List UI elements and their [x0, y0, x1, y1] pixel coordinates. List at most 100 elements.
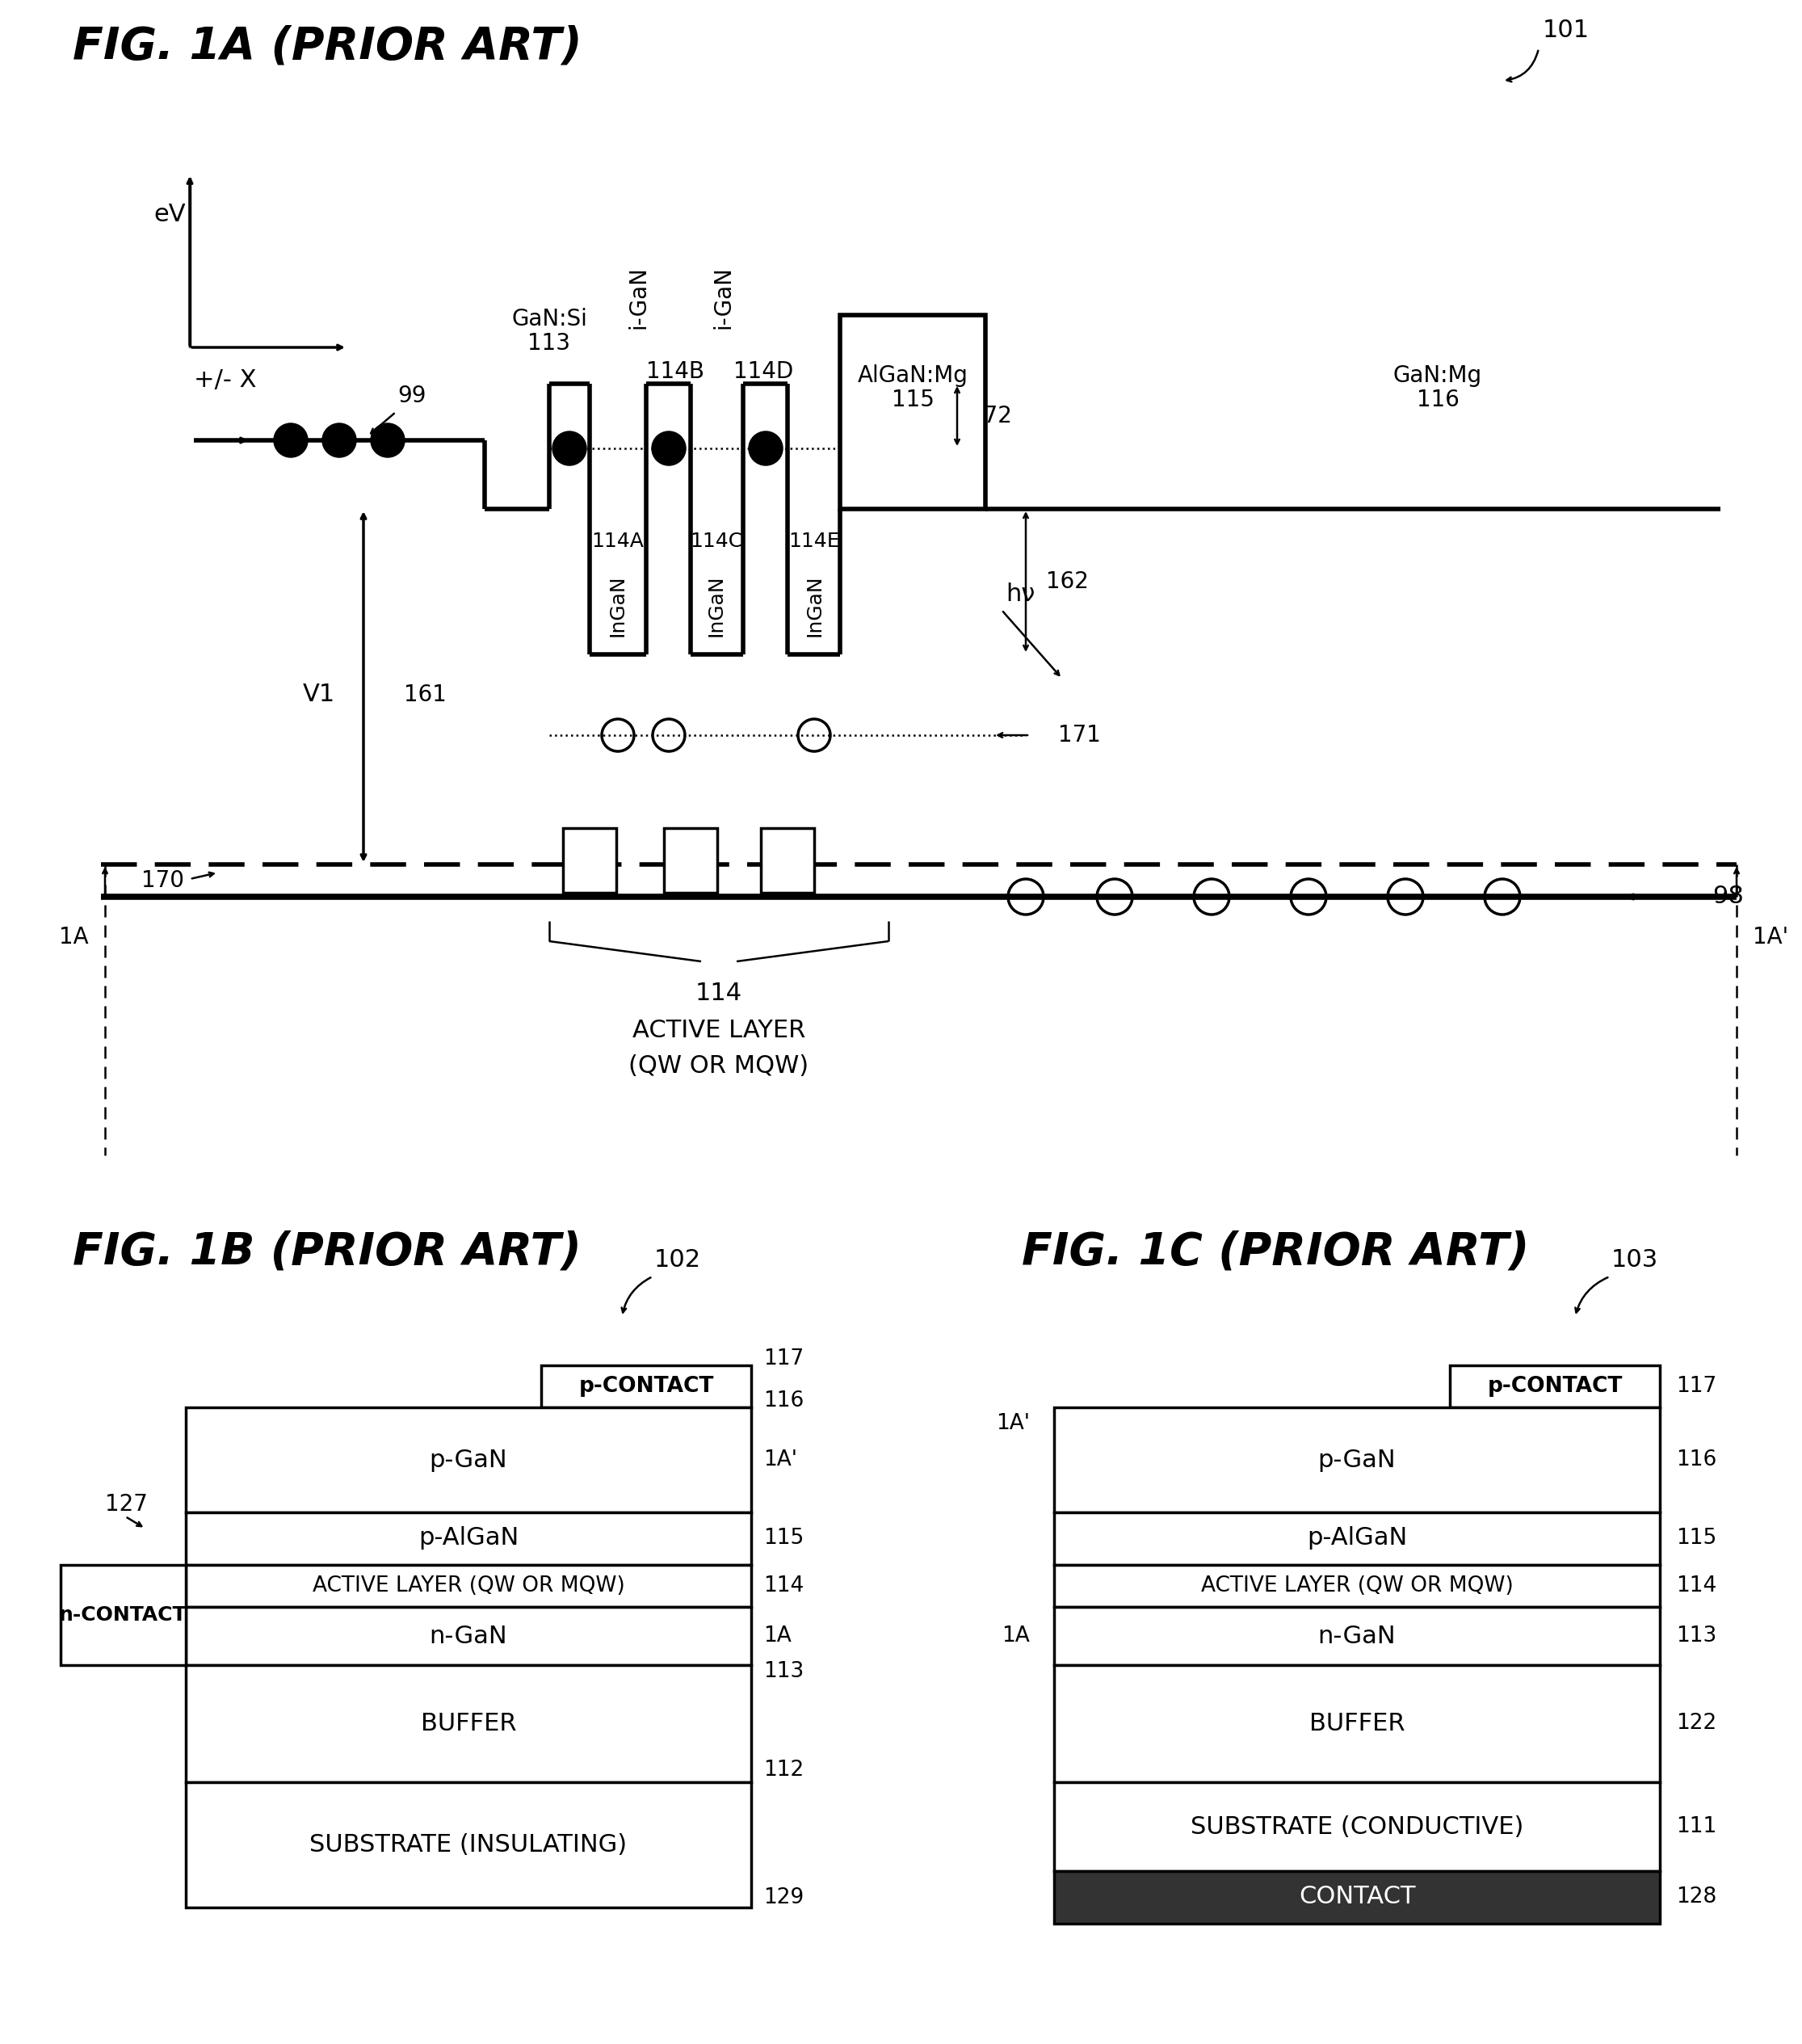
Text: p-CONTACT: p-CONTACT [578, 1376, 714, 1396]
Text: FIG. 1B (PRIOR ART): FIG. 1B (PRIOR ART) [72, 1230, 582, 1273]
Text: 114: 114 [696, 981, 742, 1006]
Text: 114A: 114A [591, 531, 643, 552]
Circle shape [652, 431, 685, 464]
Text: p-GaN: p-GaN [429, 1447, 508, 1472]
Text: 115: 115 [764, 1527, 804, 1549]
Text: 1A': 1A' [1753, 926, 1788, 948]
Bar [61, 1566, 186, 1666]
Text: 114: 114 [764, 1576, 804, 1596]
Text: 170: 170 [141, 869, 184, 891]
Text: 127: 127 [105, 1492, 148, 1517]
Bar [186, 1666, 751, 1782]
Circle shape [553, 431, 586, 464]
Text: 117: 117 [1676, 1376, 1717, 1396]
Text: AlGaN:Mg: AlGaN:Mg [858, 364, 968, 386]
Bar [186, 1782, 751, 1907]
Text: i-GaN: i-GaN [627, 266, 649, 329]
Bar [663, 828, 717, 893]
Bar [1054, 1782, 1660, 1870]
Bar [1054, 1870, 1660, 1923]
Text: 102: 102 [654, 1249, 701, 1271]
Text: GaN:Si: GaN:Si [512, 309, 587, 331]
Text: 111: 111 [1676, 1817, 1717, 1838]
Text: FIG. 1C (PRIOR ART): FIG. 1C (PRIOR ART) [1022, 1230, 1530, 1273]
Text: n-GaN: n-GaN [429, 1625, 508, 1647]
Text: 98: 98 [1712, 885, 1744, 908]
Text: 115: 115 [892, 388, 933, 411]
Text: 114E: 114E [789, 531, 840, 552]
Circle shape [371, 425, 404, 456]
Text: 114: 114 [1676, 1576, 1717, 1596]
Text: 99: 99 [398, 384, 427, 407]
Text: SUBSTRATE (INSULATING): SUBSTRATE (INSULATING) [310, 1833, 627, 1856]
Text: 1A: 1A [1002, 1625, 1029, 1647]
Bar [1054, 1607, 1660, 1666]
Text: 114D: 114D [733, 360, 793, 382]
Circle shape [274, 425, 306, 456]
Text: 114C: 114C [690, 531, 742, 552]
Bar [1054, 1566, 1660, 1607]
Text: 172: 172 [969, 405, 1013, 427]
Text: eV: eV [153, 202, 186, 225]
Text: 1A: 1A [59, 926, 88, 948]
Text: BUFFER: BUFFER [1308, 1711, 1406, 1735]
Text: p-GaN: p-GaN [1317, 1447, 1397, 1472]
Text: +/- X: +/- X [195, 368, 256, 392]
Bar [1054, 1513, 1660, 1566]
Text: 103: 103 [1611, 1249, 1658, 1271]
Text: 1A: 1A [764, 1625, 791, 1647]
Text: ACTIVE LAYER: ACTIVE LAYER [633, 1018, 805, 1042]
Text: 122: 122 [1676, 1713, 1717, 1733]
Bar [1054, 1408, 1660, 1513]
Text: SUBSTRATE (CONDUCTIVE): SUBSTRATE (CONDUCTIVE) [1191, 1815, 1523, 1838]
Circle shape [323, 425, 355, 456]
Text: 113: 113 [1676, 1625, 1717, 1647]
Bar [186, 1513, 751, 1566]
Text: n-GaN: n-GaN [1317, 1625, 1397, 1647]
Text: i-GaN: i-GaN [712, 266, 733, 329]
Text: n-CONTACT: n-CONTACT [59, 1605, 187, 1625]
Bar [840, 315, 986, 509]
Text: 116: 116 [1416, 388, 1460, 411]
Text: 1A': 1A' [997, 1412, 1029, 1435]
Text: 161: 161 [404, 683, 447, 705]
Text: ACTIVE LAYER (QW OR MQW): ACTIVE LAYER (QW OR MQW) [1200, 1576, 1514, 1596]
Text: 101: 101 [1543, 18, 1589, 43]
Bar [1054, 1666, 1660, 1782]
Text: InGaN: InGaN [609, 574, 627, 638]
Text: 115: 115 [1676, 1527, 1717, 1549]
Text: GaN:Mg: GaN:Mg [1393, 364, 1483, 386]
Text: V1: V1 [303, 683, 335, 707]
Text: p-AlGaN: p-AlGaN [1306, 1527, 1407, 1549]
Text: ACTIVE LAYER (QW OR MQW): ACTIVE LAYER (QW OR MQW) [312, 1576, 625, 1596]
Text: 117: 117 [764, 1349, 804, 1369]
Text: 162: 162 [1045, 570, 1088, 593]
Text: p-AlGaN: p-AlGaN [418, 1527, 519, 1549]
Circle shape [750, 431, 782, 464]
Bar [186, 1408, 751, 1513]
Text: 113: 113 [528, 331, 571, 356]
Text: 116: 116 [1676, 1449, 1717, 1470]
Bar [1451, 1365, 1660, 1408]
Bar [186, 1566, 751, 1607]
Text: hν: hν [1006, 583, 1034, 605]
Text: 114B: 114B [647, 360, 705, 382]
Text: CONTACT: CONTACT [1299, 1885, 1415, 1909]
Text: BUFFER: BUFFER [420, 1711, 517, 1735]
Text: InGaN: InGaN [804, 574, 824, 638]
Text: p-CONTACT: p-CONTACT [1487, 1376, 1622, 1396]
Bar [186, 1607, 751, 1666]
Text: 171: 171 [1058, 724, 1101, 746]
Text: 116: 116 [764, 1390, 804, 1412]
Bar [562, 828, 616, 893]
Bar [541, 1365, 751, 1408]
Text: InGaN: InGaN [706, 574, 726, 638]
Text: 1A': 1A' [764, 1449, 796, 1470]
Text: 113: 113 [764, 1662, 804, 1682]
Text: 128: 128 [1676, 1887, 1717, 1907]
Text: 129: 129 [764, 1887, 804, 1909]
Text: 112: 112 [764, 1760, 804, 1780]
Text: FIG. 1A (PRIOR ART): FIG. 1A (PRIOR ART) [72, 25, 582, 69]
Text: (QW OR MQW): (QW OR MQW) [629, 1055, 809, 1077]
Bar [760, 828, 815, 893]
